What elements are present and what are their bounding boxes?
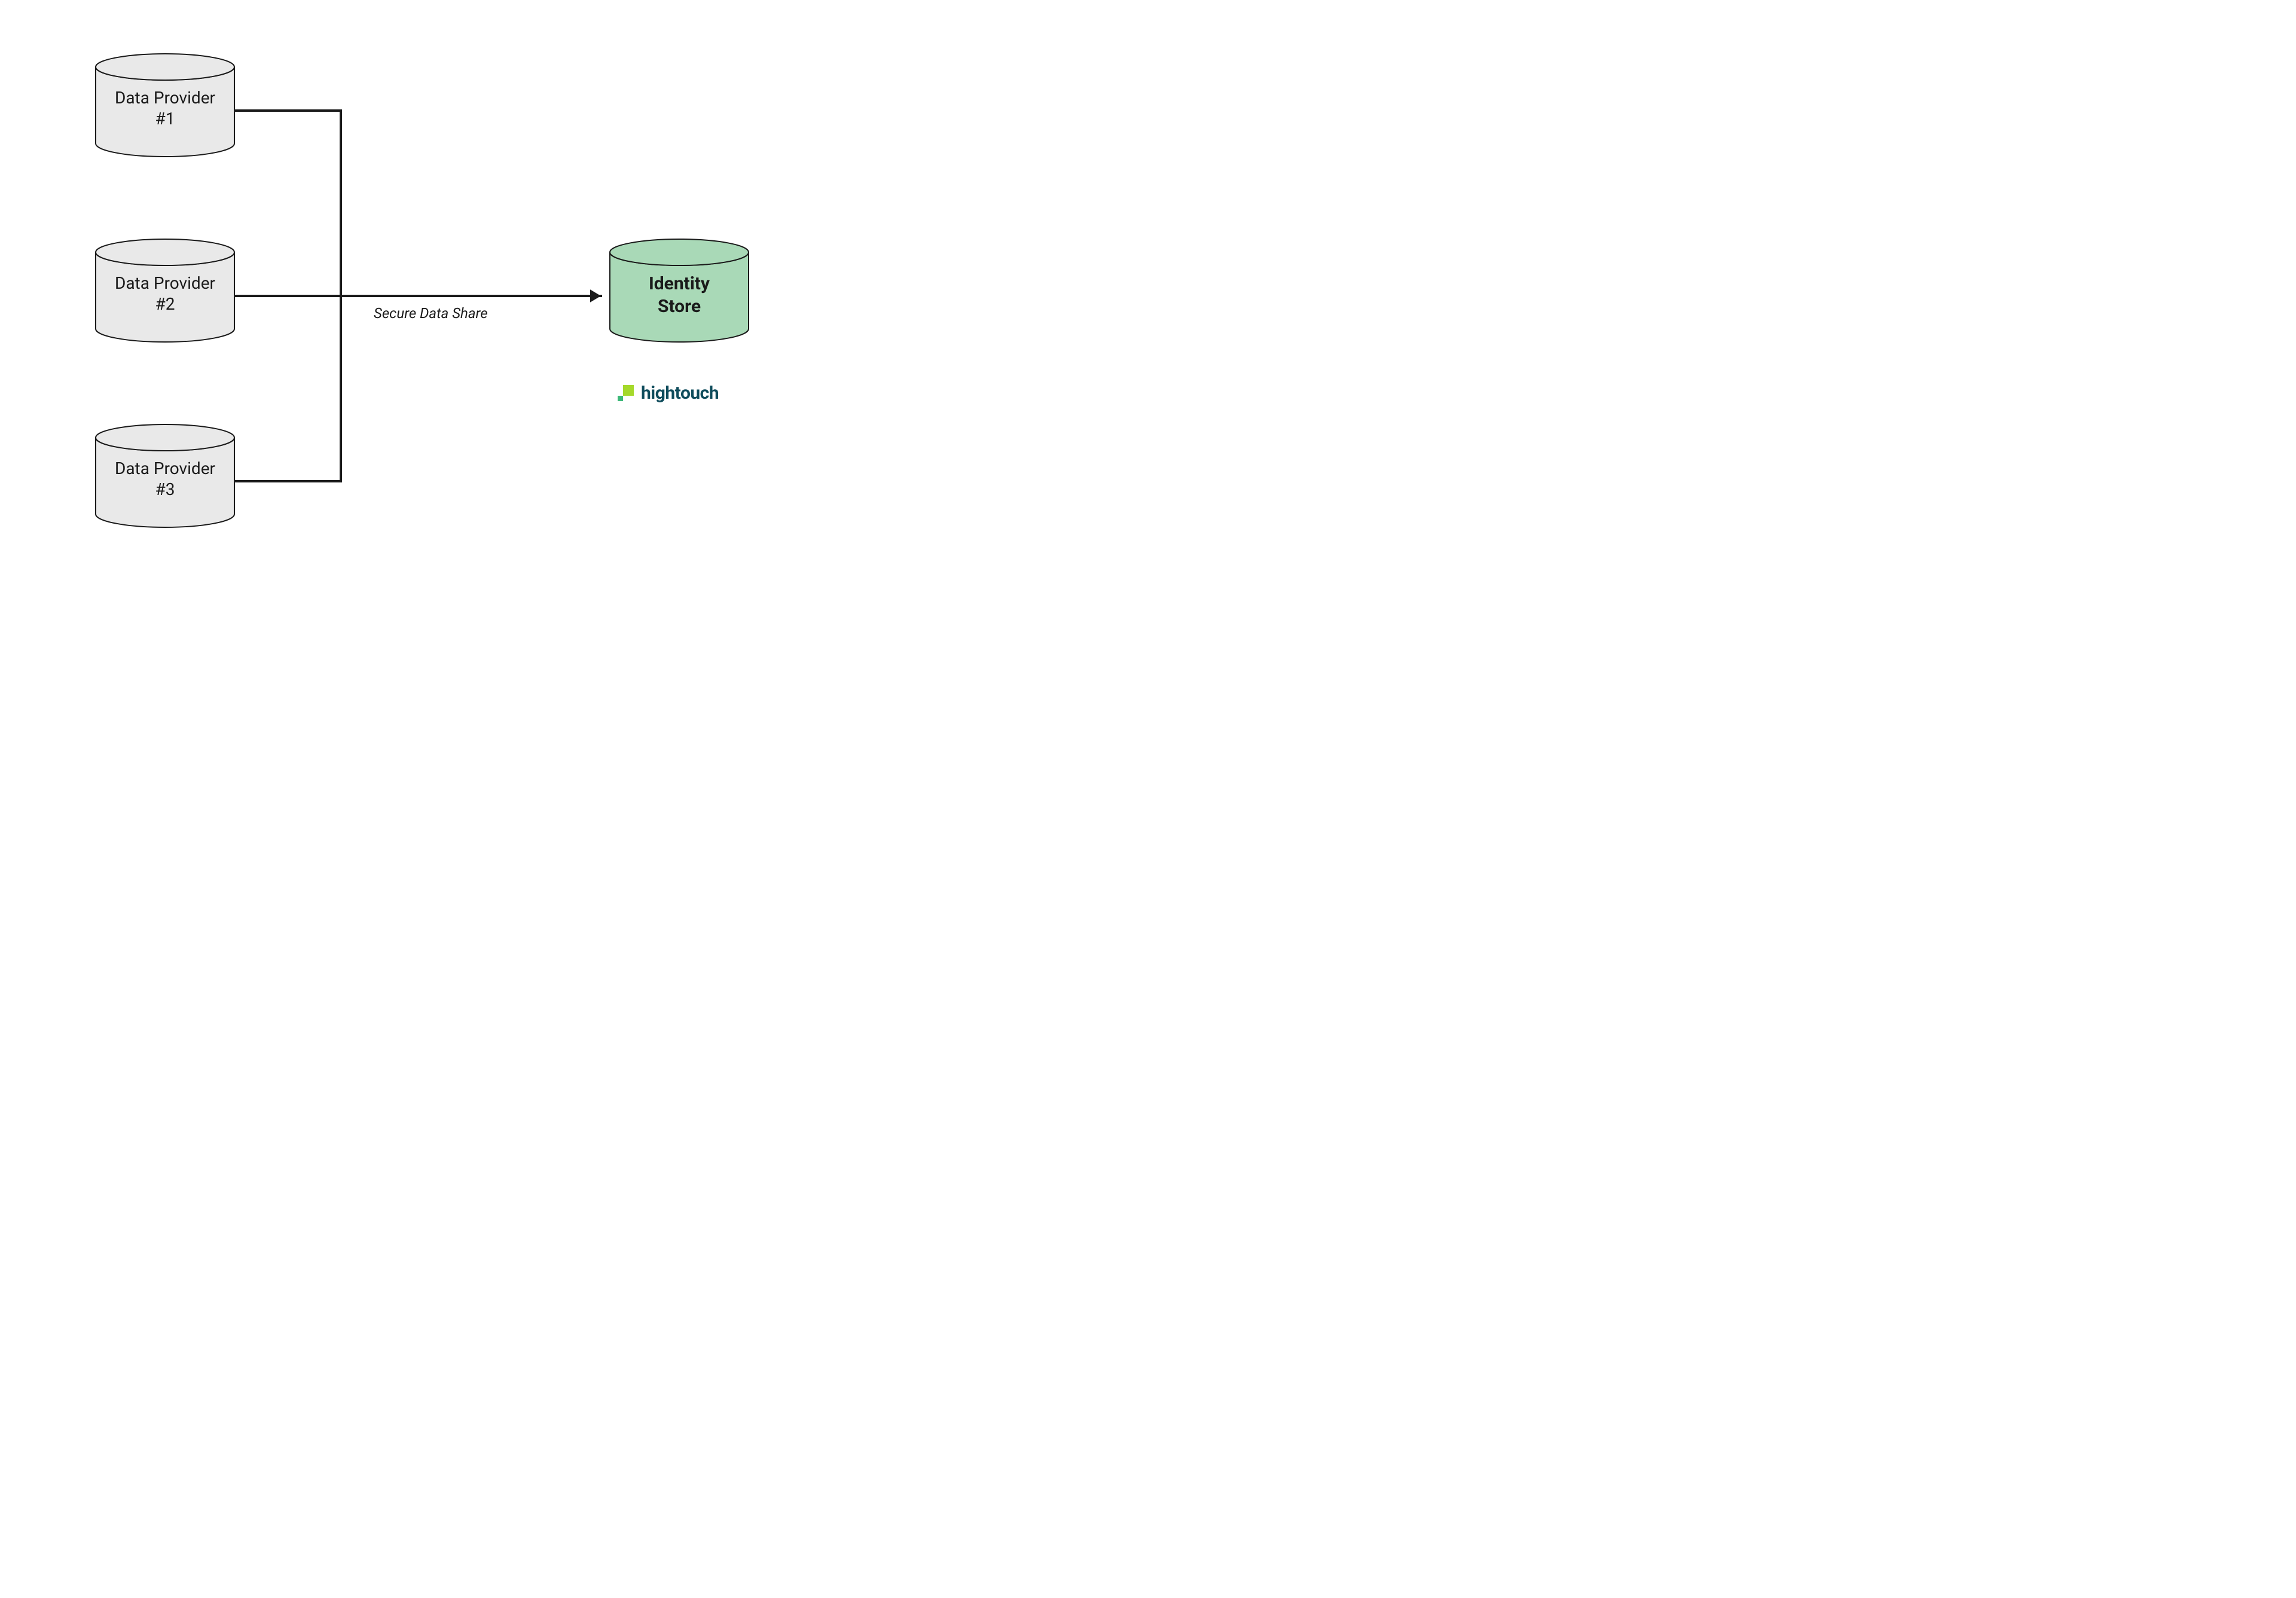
cylinder-label-line2: #3 <box>96 479 234 500</box>
cylinder-label-line1: Identity <box>610 273 749 295</box>
hightouch-logo-mark-icon <box>616 384 635 403</box>
cylinder-label-identity_store: IdentityStore <box>610 273 749 317</box>
hightouch-logo-text: hightouch <box>641 383 719 404</box>
cylinder-label-line2: Store <box>610 295 749 318</box>
cylinder-label-line1: Data Provider <box>96 273 234 294</box>
diagram-canvas: Data Provider#1Data Provider#2Data Provi… <box>0 0 918 639</box>
cylinder-label-line1: Data Provider <box>96 458 234 479</box>
cylinder-label-provider2: Data Provider#2 <box>96 273 234 314</box>
cylinder-label-provider1: Data Provider#1 <box>96 87 234 129</box>
cylinder-label-line2: #1 <box>96 108 234 129</box>
cylinder-label-provider3: Data Provider#3 <box>96 458 234 500</box>
edge-label-secure-share: Secure Data Share <box>374 305 488 322</box>
hightouch-logo: hightouch <box>616 383 719 404</box>
cylinder-label-line1: Data Provider <box>96 87 234 108</box>
connectors <box>234 111 601 481</box>
cylinder-label-line2: #2 <box>96 294 234 314</box>
